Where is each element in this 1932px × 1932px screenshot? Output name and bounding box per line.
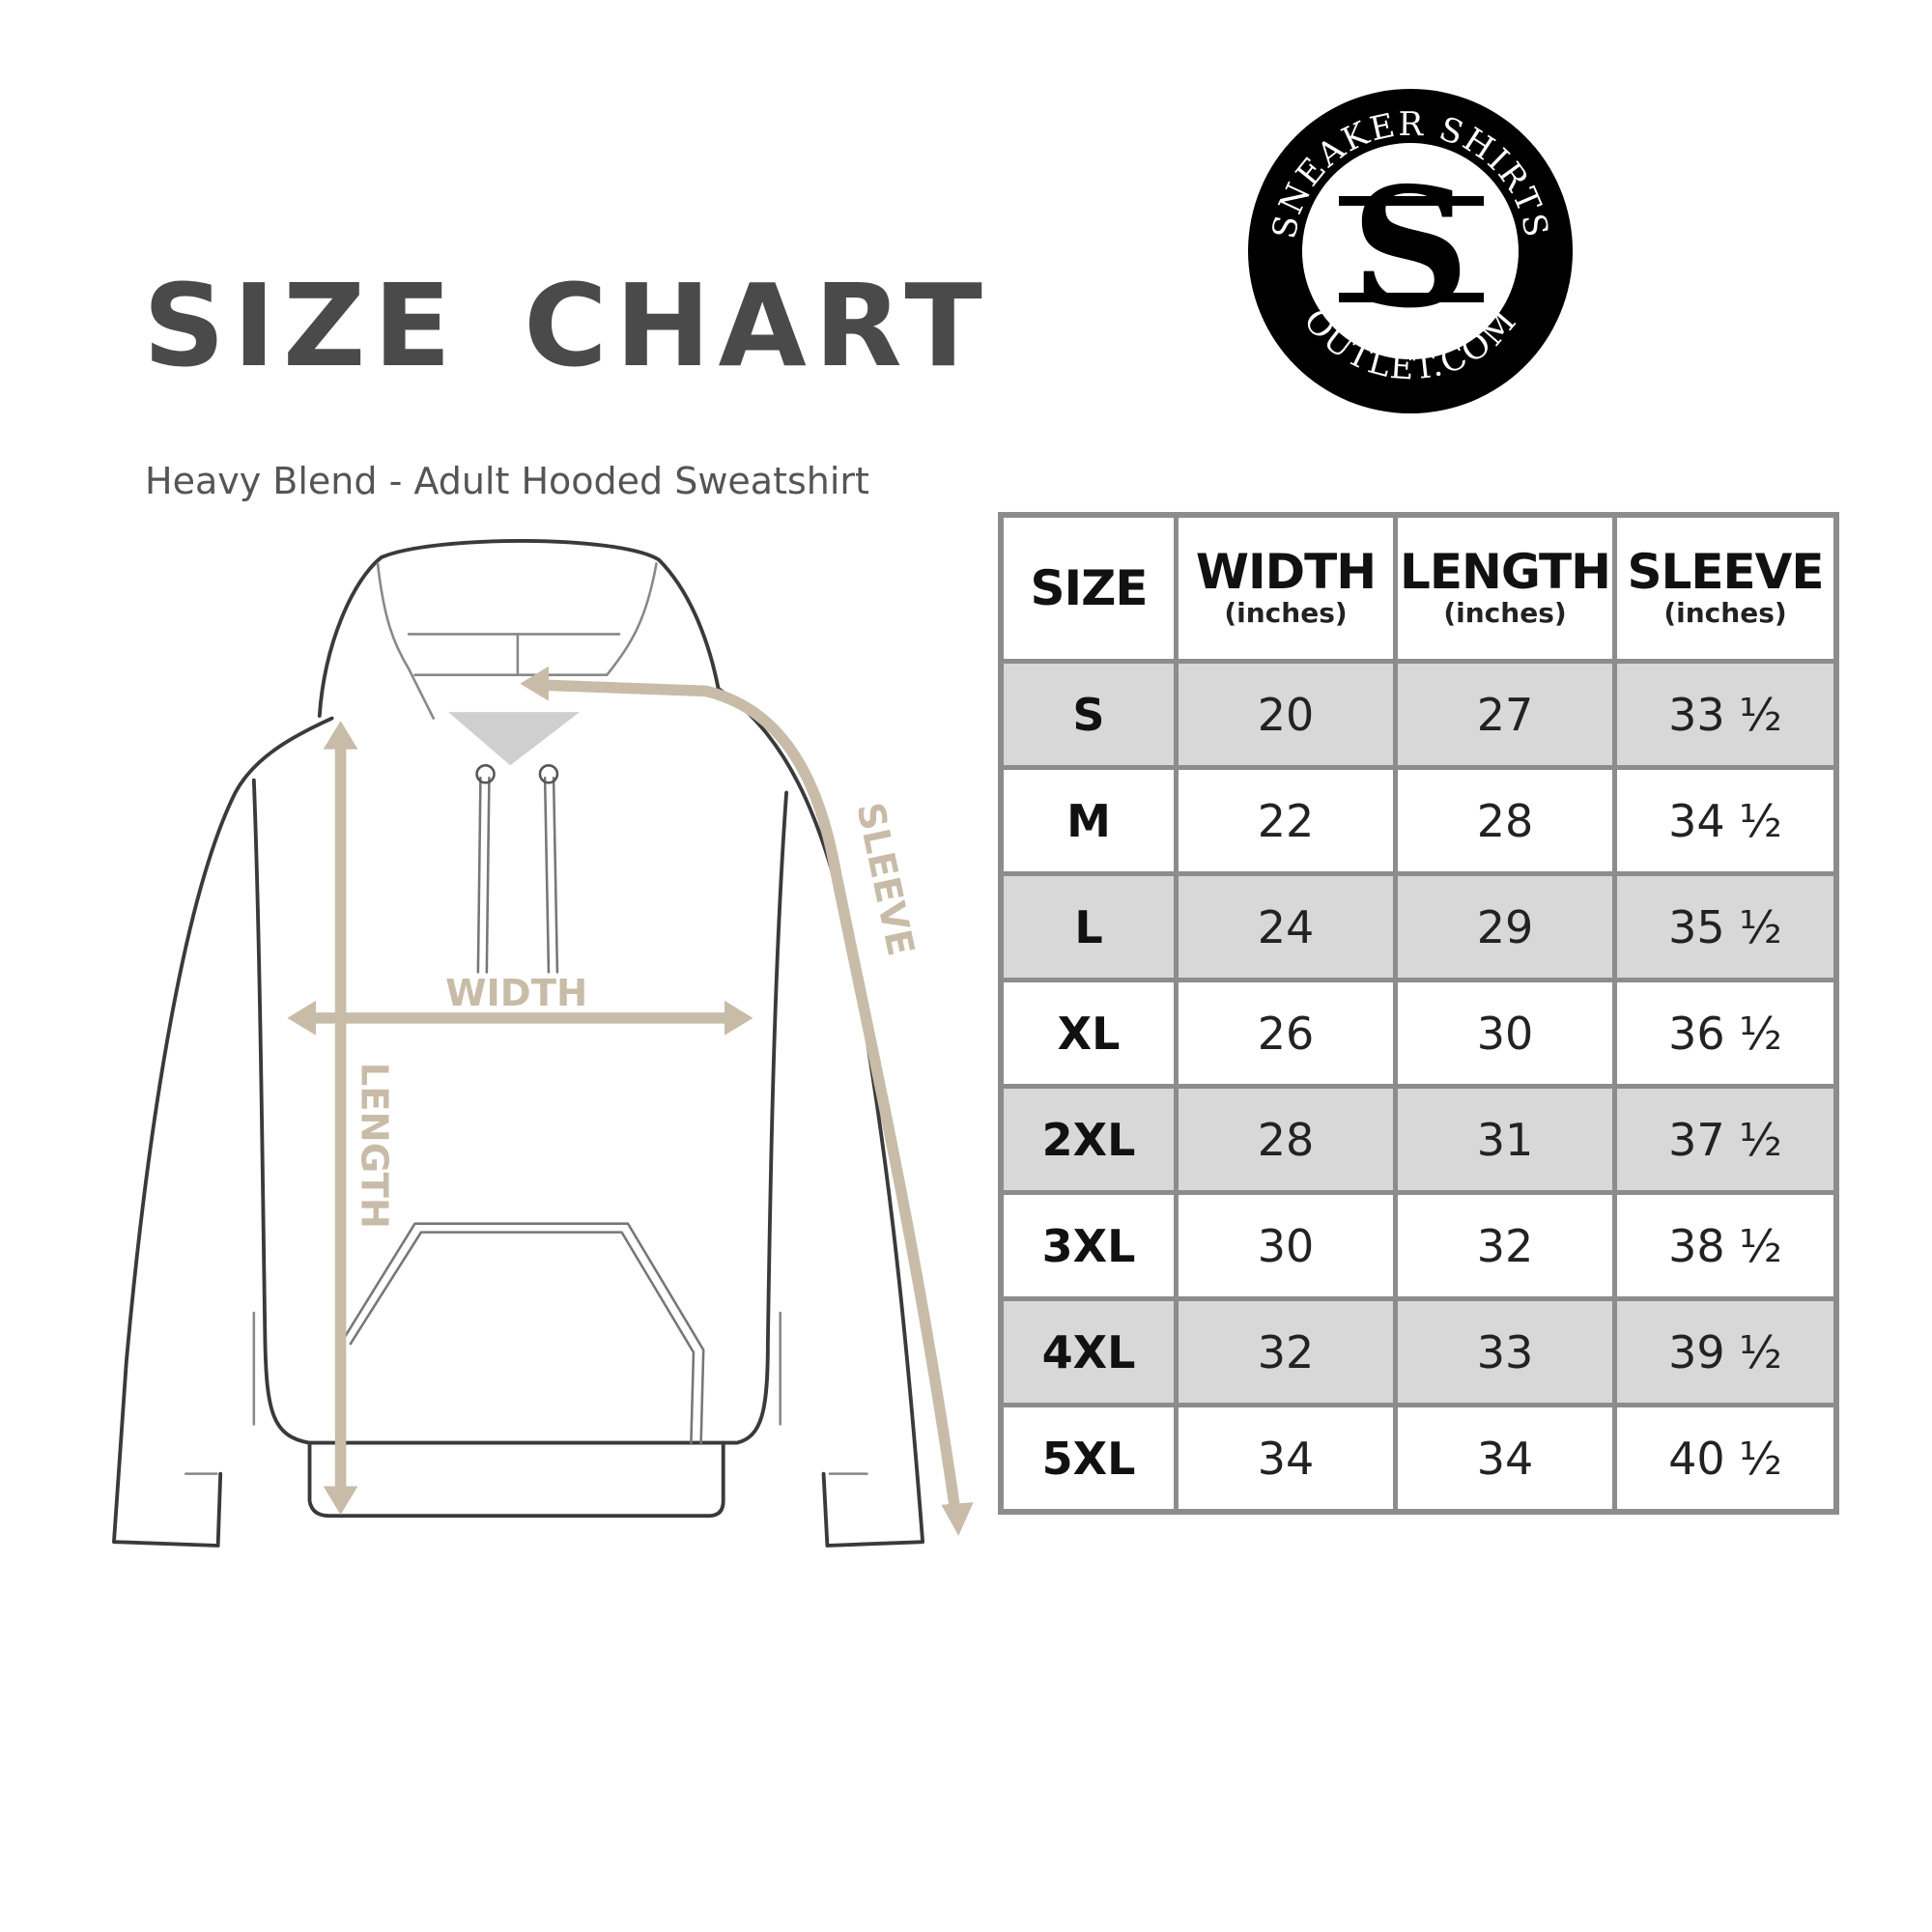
cell-length: 31 [1393,1084,1617,1195]
table-row: M 22 28 34 ½ [998,765,1839,876]
sleeve-label: SLEEVE [847,799,922,960]
arrowheads [287,666,974,1536]
neck-lining [448,712,580,766]
hoodie-outline [112,539,925,1548]
cell-width: 26 [1174,978,1398,1089]
table-row: 3XL 30 32 38 ½ [998,1190,1839,1301]
cell-size: M [998,765,1179,876]
table-row: S 20 27 33 ½ [998,659,1839,770]
cell-length: 32 [1393,1190,1617,1301]
cell-size: L [998,871,1179,982]
table-row: XL 26 30 36 ½ [998,978,1839,1089]
table-row: L 24 29 35 ½ [998,871,1839,982]
cell-size: 4XL [998,1296,1179,1407]
cell-size: XL [998,978,1179,1089]
page-title: SIZE CHART [143,259,990,392]
table-row: 2XL 28 31 37 ½ [998,1084,1839,1195]
cell-size: 5XL [998,1403,1179,1515]
cell-length: 33 [1393,1296,1617,1407]
cell-width: 20 [1174,659,1398,770]
cell-width: 28 [1174,1084,1398,1195]
cell-length: 30 [1393,978,1617,1089]
cell-width: 24 [1174,871,1398,982]
logo-monogram: S [1351,152,1470,345]
cell-width: 34 [1174,1403,1398,1515]
cell-width: 30 [1174,1190,1398,1301]
sleeve-arrow [532,679,962,1523]
cell-length: 27 [1393,659,1617,770]
cell-sleeve: 34 ½ [1612,765,1839,876]
cell-size: S [998,659,1179,770]
width-label: WIDTH [445,972,587,1015]
product-subtitle: Heavy Blend - Adult Hooded Sweatshirt [145,460,869,502]
cell-size: 2XL [998,1084,1179,1195]
length-label: LENGTH [352,1063,395,1229]
cell-width: 32 [1174,1296,1398,1407]
cell-sleeve: 39 ½ [1612,1296,1839,1407]
cell-sleeve: 35 ½ [1612,871,1839,982]
cell-size: 3XL [998,1190,1179,1301]
sneaker-shirts-outlet-logo: SNEAKER SHIRTS OUTLET.COM S [1248,89,1573,413]
table-row: 4XL 32 33 39 ½ [998,1296,1839,1407]
cell-length: 28 [1393,765,1617,876]
table-header-row: SIZE WIDTH (inches) LENGTH (inches) SLEEVE… [998,512,1839,664]
header-sleeve: SLEEVE (inches) [1612,512,1839,664]
header-width: WIDTH (inches) [1174,512,1398,664]
header-length: LENGTH (inches) [1393,512,1617,664]
cell-sleeve: 36 ½ [1612,978,1839,1089]
measurement-arrows [298,679,962,1523]
cell-length: 34 [1393,1403,1617,1515]
cell-sleeve: 40 ½ [1612,1403,1839,1515]
cell-sleeve: 38 ½ [1612,1190,1839,1301]
cell-length: 29 [1393,871,1617,982]
header-size: SIZE [998,512,1179,664]
size-table: SIZE WIDTH (inches) LENGTH (inches) SLEEVE… [998,512,1839,1515]
cell-sleeve: 33 ½ [1612,659,1839,770]
cell-sleeve: 37 ½ [1612,1084,1839,1195]
cell-width: 22 [1174,765,1398,876]
table-row: 5XL 34 34 40 ½ [998,1403,1839,1515]
